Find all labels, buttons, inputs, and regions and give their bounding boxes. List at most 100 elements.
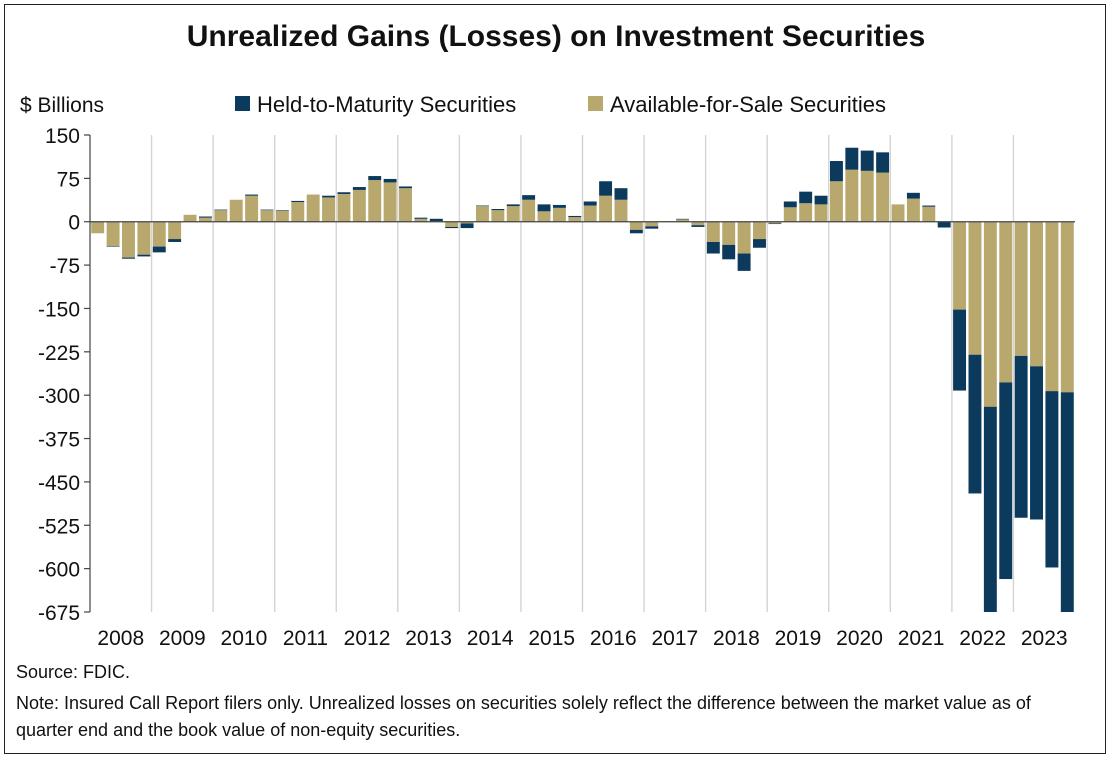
bar-afs xyxy=(275,210,289,222)
y-tick-label: -525 xyxy=(38,515,80,538)
y-tick-label: -675 xyxy=(38,602,80,625)
x-tick-label: 2017 xyxy=(651,627,698,650)
bar-htm xyxy=(522,195,536,200)
bar-afs xyxy=(91,221,105,234)
bar-afs xyxy=(860,170,874,222)
bar-htm xyxy=(629,229,643,234)
bar-htm xyxy=(352,187,366,190)
bar-htm xyxy=(445,226,459,229)
bar-afs xyxy=(629,221,643,230)
bar-htm xyxy=(168,239,182,242)
bar-afs xyxy=(399,188,412,222)
bar-afs xyxy=(814,204,828,222)
legend-label-afs: Available-for-Sale Securities xyxy=(610,92,886,117)
bar-htm xyxy=(414,217,428,219)
bar-afs xyxy=(183,214,197,222)
bar-afs xyxy=(383,182,397,222)
x-tick-label: 2015 xyxy=(528,627,575,650)
bar-htm xyxy=(214,209,228,211)
bar-htm xyxy=(260,209,274,211)
bar-htm xyxy=(999,382,1013,580)
y-tick-labels: 150 75 0 -75 -150 -225 -300 -375 -450 -525 -600 -67… xyxy=(38,125,90,625)
bar-afs xyxy=(614,199,628,222)
gridlines xyxy=(150,135,1015,612)
bar-htm xyxy=(368,176,382,181)
bar-htm xyxy=(198,216,212,218)
bar-htm xyxy=(922,205,936,207)
bar-afs xyxy=(506,206,520,222)
bar-htm xyxy=(706,241,720,254)
bar-htm xyxy=(537,204,551,212)
bar-afs xyxy=(1030,221,1043,367)
bar-afs xyxy=(1014,221,1028,356)
x-tick-label: 2010 xyxy=(221,627,268,650)
bar-htm xyxy=(983,406,997,612)
bar-htm xyxy=(152,246,166,253)
bar-afs xyxy=(999,221,1013,383)
bar-afs xyxy=(706,221,720,242)
bar-htm xyxy=(876,152,890,173)
y-tick-label: -225 xyxy=(38,342,80,365)
bar-htm xyxy=(676,218,690,220)
bar-afs xyxy=(737,221,751,254)
bar-htm xyxy=(829,161,843,182)
x-tick-label: 2008 xyxy=(97,627,144,650)
bar-afs xyxy=(876,172,890,222)
bar-htm xyxy=(968,354,982,494)
bar-afs xyxy=(291,202,305,222)
bar-afs xyxy=(1045,221,1059,392)
chart-frame xyxy=(4,4,1106,754)
bar-afs xyxy=(198,217,212,222)
y-tick-label: 0 xyxy=(68,212,80,235)
bar-afs xyxy=(599,195,613,222)
bar-afs xyxy=(922,206,936,222)
bar-afs xyxy=(768,221,782,224)
bar-afs xyxy=(906,198,920,222)
bar-htm xyxy=(245,194,259,196)
x-tick-label: 2018 xyxy=(713,627,760,650)
y-tick-label: 75 xyxy=(57,168,80,191)
axes xyxy=(89,135,1075,612)
bar-afs xyxy=(168,221,182,240)
bar-afs xyxy=(753,221,766,240)
bar-afs xyxy=(152,221,166,247)
bar-afs xyxy=(214,210,228,222)
y-axis-label: $ Billions xyxy=(20,94,104,117)
bars xyxy=(91,147,1074,612)
bar-htm xyxy=(291,200,305,203)
x-tick-label: 2022 xyxy=(959,627,1006,650)
bar-afs xyxy=(337,193,351,222)
bar-htm xyxy=(799,191,813,204)
bar-htm xyxy=(722,244,736,260)
bar-htm xyxy=(645,226,659,229)
bar-htm xyxy=(460,223,474,229)
x-tick-label: 2021 xyxy=(898,627,945,650)
legend: Held-to-Maturity Securities Available-fo… xyxy=(235,92,886,117)
bar-afs xyxy=(645,221,659,227)
bar-afs xyxy=(368,180,382,222)
bar-afs xyxy=(522,199,536,222)
bar-afs xyxy=(568,217,582,222)
bar-htm xyxy=(122,257,135,259)
bar-htm xyxy=(753,239,766,248)
x-tick-label: 2013 xyxy=(405,627,452,650)
bar-afs xyxy=(676,219,690,222)
bar-htm xyxy=(783,201,797,208)
bar-htm xyxy=(737,253,751,271)
bar-htm xyxy=(506,204,520,207)
bar-htm xyxy=(491,209,505,211)
bar-afs xyxy=(783,207,797,222)
legend-label-htm: Held-to-Maturity Securities xyxy=(257,92,516,117)
bar-afs xyxy=(537,211,551,222)
bar-htm xyxy=(383,178,397,183)
bar-afs xyxy=(260,210,274,222)
legend-swatch-htm xyxy=(235,96,250,111)
bar-htm xyxy=(1014,355,1028,518)
x-tick-label: 2011 xyxy=(283,627,328,650)
legend-swatch-afs xyxy=(588,96,603,111)
bar-afs xyxy=(891,204,905,222)
bar-afs xyxy=(691,221,705,226)
source-note: Source: FDIC. xyxy=(16,662,131,682)
bar-afs xyxy=(845,169,859,222)
bar-afs xyxy=(552,207,566,222)
